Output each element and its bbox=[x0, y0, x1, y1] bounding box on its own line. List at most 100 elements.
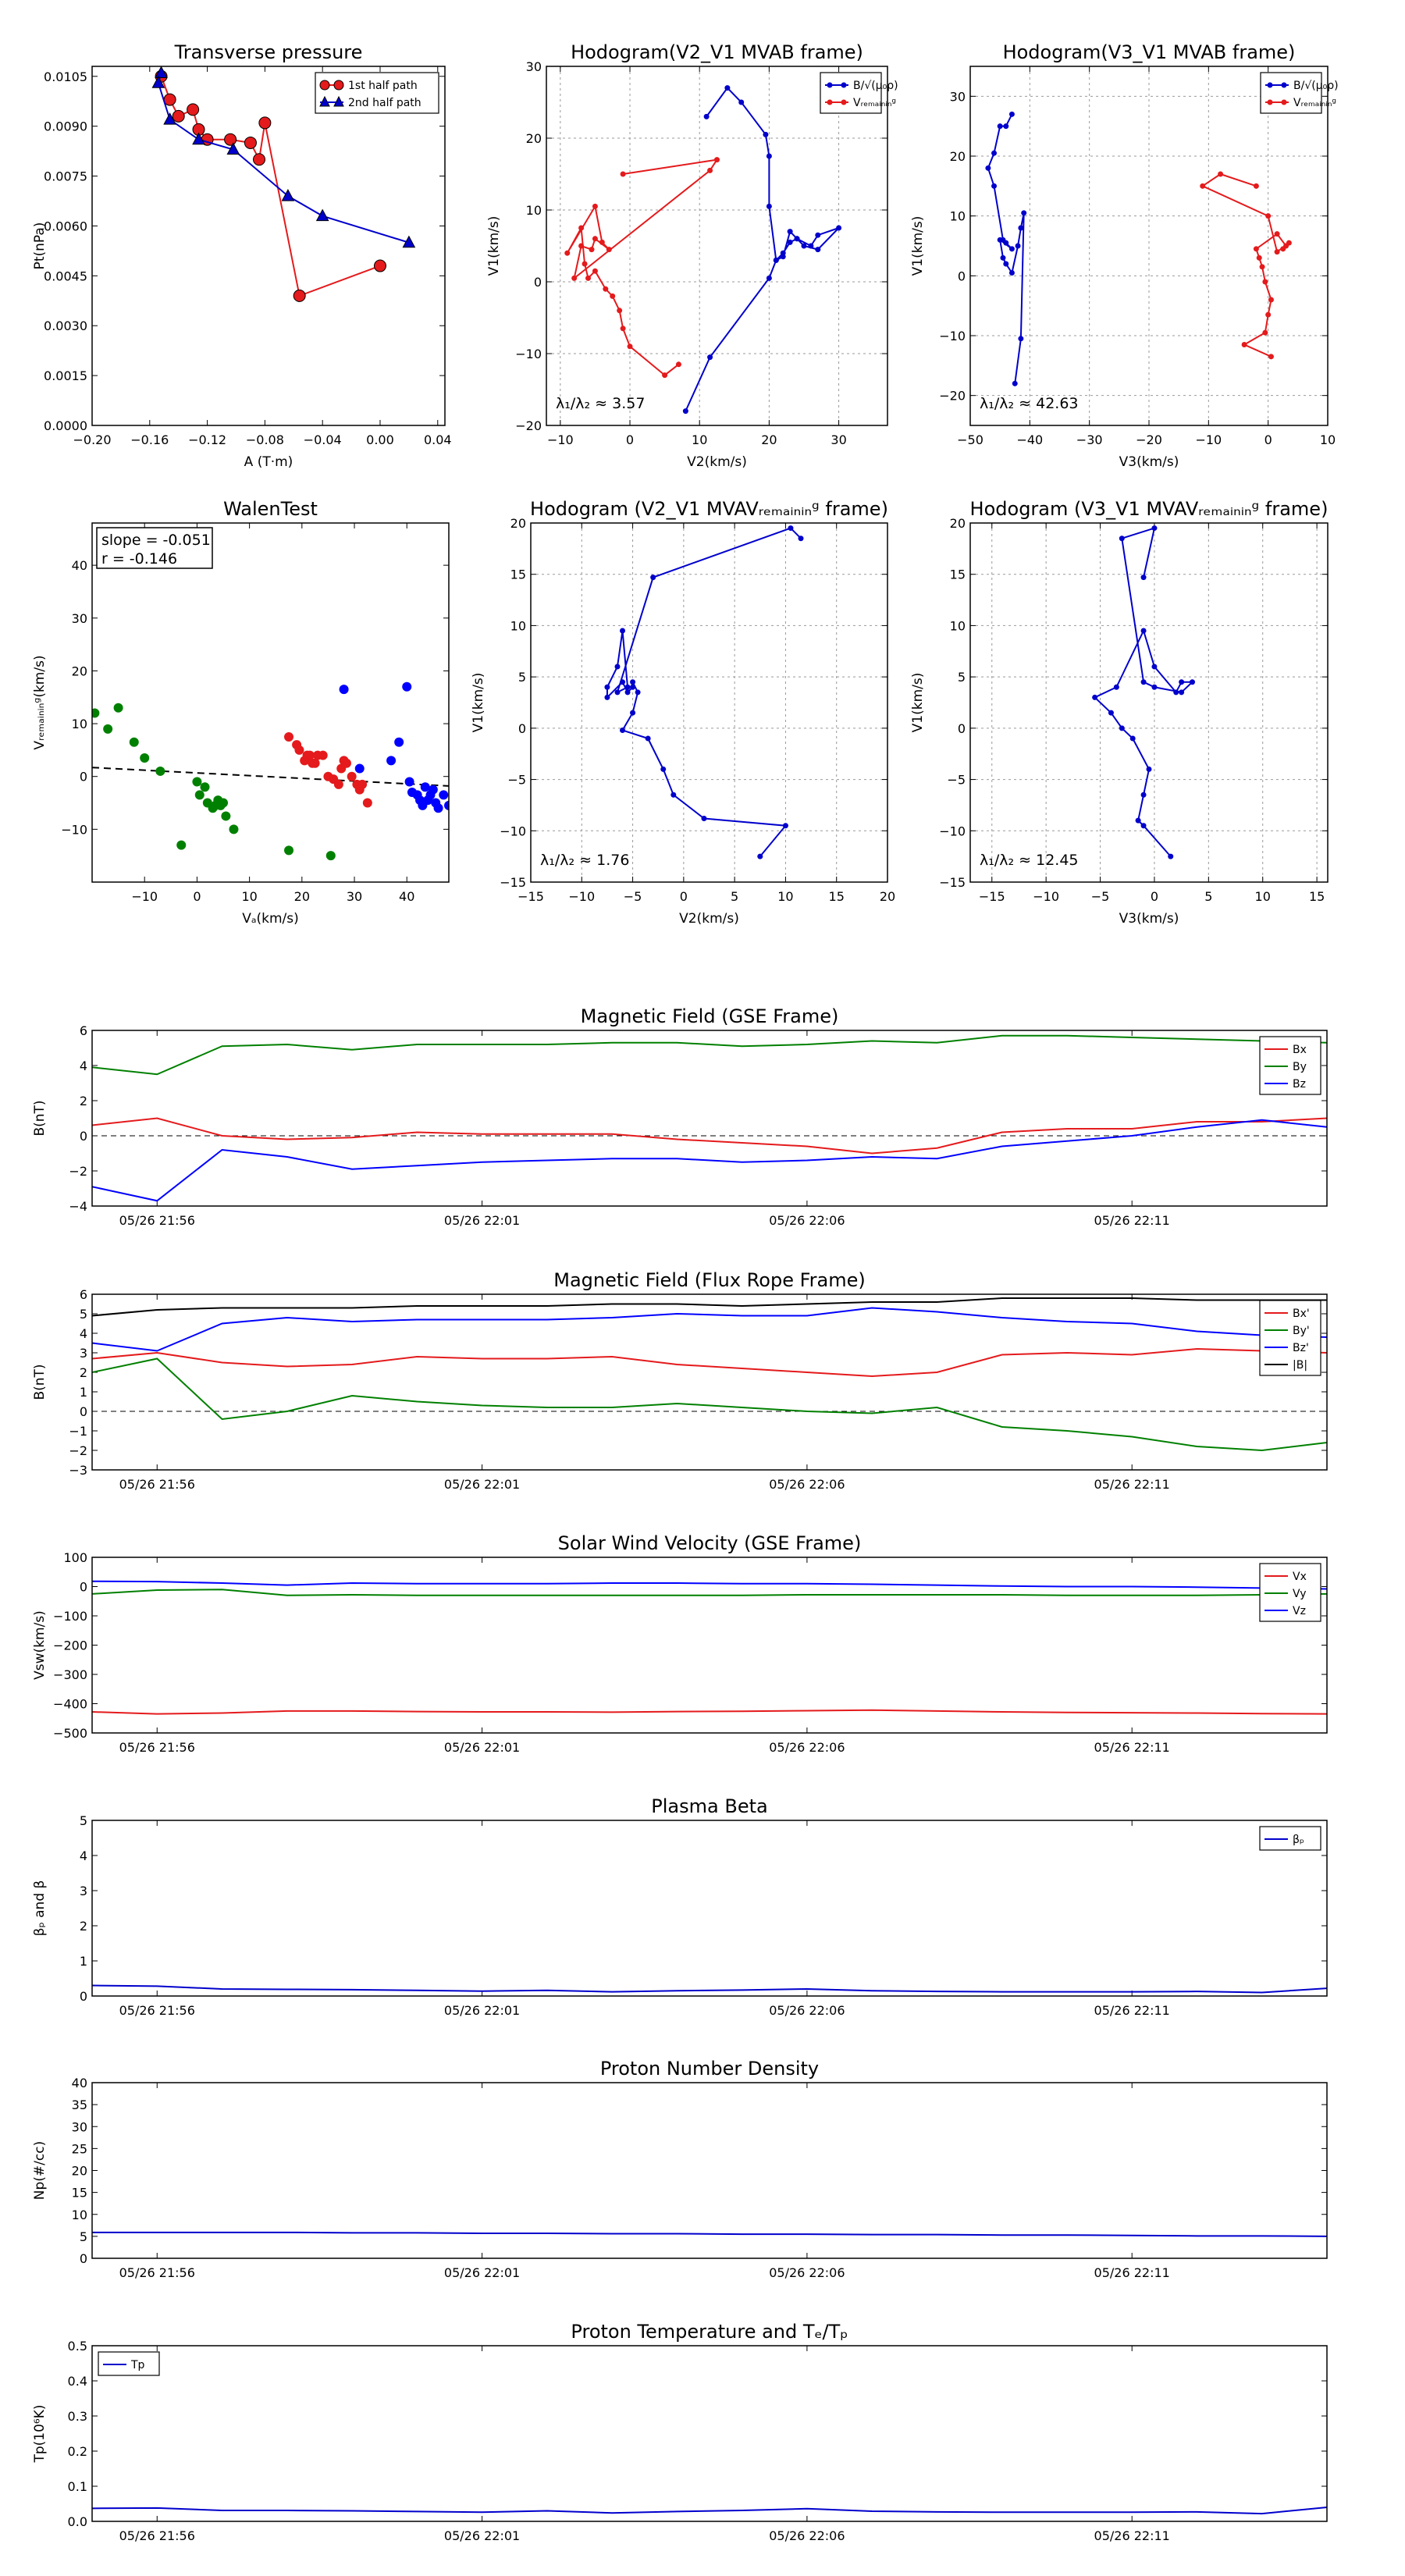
data-point bbox=[592, 268, 598, 274]
x-tick-label: −0.04 bbox=[304, 432, 342, 447]
y-tick-label: 30 bbox=[526, 59, 542, 74]
data-point bbox=[603, 286, 609, 292]
y-tick-label: 0 bbox=[80, 1404, 87, 1419]
series-line-2nd half path bbox=[157, 73, 410, 244]
data-point bbox=[258, 116, 272, 130]
x-tick-label: −0.08 bbox=[246, 432, 284, 447]
data-point bbox=[763, 131, 769, 137]
y-tick-label: 10 bbox=[72, 2208, 87, 2222]
y-axis-label: V1(km/s) bbox=[910, 673, 926, 733]
y-tick-label: 20 bbox=[72, 2164, 87, 2179]
plot-area bbox=[92, 1580, 1327, 1715]
x-tick-label: 05/26 22:11 bbox=[1094, 1740, 1170, 1755]
plot-area bbox=[92, 1297, 1327, 1452]
series-line-Vᵣₑₘₐᵢₙᵢₙᵍ bbox=[1200, 173, 1290, 358]
y-tick-label: 30 bbox=[72, 611, 87, 626]
data-point bbox=[578, 225, 585, 231]
data-point bbox=[341, 758, 351, 768]
data-point bbox=[599, 239, 605, 245]
data-point bbox=[1008, 246, 1015, 252]
data-point bbox=[444, 800, 449, 810]
chart-title: Proton Number Density bbox=[600, 2058, 819, 2080]
x-tick-label: −10 bbox=[547, 432, 574, 447]
x-tick-label: 15 bbox=[1309, 889, 1325, 904]
y-tick-label: −200 bbox=[53, 1638, 87, 1653]
data-point bbox=[1003, 123, 1009, 130]
y-tick-label: 10 bbox=[510, 618, 526, 633]
x-tick-label: 5 bbox=[1204, 889, 1212, 904]
data-point bbox=[682, 408, 688, 415]
y-tick-label: 1 bbox=[80, 1954, 87, 1969]
data-point bbox=[103, 724, 113, 734]
chart-title: Magnetic Field (Flux Rope Frame) bbox=[553, 1269, 865, 1291]
data-point bbox=[675, 361, 681, 368]
data-point bbox=[794, 236, 800, 242]
data-point bbox=[293, 289, 306, 302]
y-tick-label: 6 bbox=[80, 1287, 87, 1302]
data-point bbox=[620, 628, 626, 634]
y-tick-label: 4 bbox=[80, 1326, 87, 1341]
y-tick-label: −500 bbox=[53, 1726, 87, 1741]
chart-panel-p2: −10 0 10 20 30 −20 −10 0 10 20 30 Hodogram(V2_V1 MV… bbox=[486, 41, 898, 470]
x-tick-label: 10 bbox=[1255, 889, 1271, 904]
x-tick-label: −10 bbox=[131, 889, 158, 904]
y-tick-label: −15 bbox=[939, 875, 966, 890]
chart-title: Magnetic Field (GSE Frame) bbox=[581, 1005, 839, 1027]
data-point bbox=[1259, 264, 1265, 270]
plot-area bbox=[564, 85, 842, 415]
chart-title: WalenTest bbox=[223, 498, 318, 520]
legend-marker bbox=[1267, 82, 1273, 88]
axes-frame bbox=[91, 1820, 1328, 1997]
legend-entry: |B| bbox=[1293, 1359, 1307, 1372]
x-tick-label: 20 bbox=[880, 889, 895, 904]
y-tick-label: 10 bbox=[72, 717, 87, 731]
plot-area bbox=[92, 2507, 1327, 2515]
x-tick-label: −0.16 bbox=[130, 432, 169, 447]
data-point bbox=[362, 798, 372, 808]
data-point bbox=[1268, 297, 1274, 303]
y-tick-label: 0.0 bbox=[68, 2514, 87, 2529]
chart-title: Plasma Beta bbox=[651, 1795, 767, 1817]
y-tick-label: 0 bbox=[958, 269, 966, 283]
y-axis-label: Pt(nPa) bbox=[32, 222, 48, 270]
x-tick-label: 05/26 21:56 bbox=[119, 2003, 195, 2018]
chart-title: Hodogram(V2_V1 MVAB frame) bbox=[571, 41, 863, 63]
x-tick-label: 0 bbox=[680, 889, 688, 904]
series-line-B/√(μ₀ρ) bbox=[685, 87, 840, 412]
x-tick-label: 0 bbox=[1264, 432, 1272, 447]
series-line-0 bbox=[606, 527, 802, 857]
data-point bbox=[1262, 329, 1268, 336]
axes-frame bbox=[91, 522, 450, 883]
y-tick-label: 6 bbox=[80, 1023, 87, 1038]
plot-area bbox=[92, 2231, 1327, 2237]
data-point bbox=[1253, 183, 1259, 189]
x-tick-label: 05/26 22:01 bbox=[444, 1477, 520, 1492]
data-point bbox=[564, 250, 571, 256]
x-tick-label: −5 bbox=[1091, 889, 1110, 904]
data-point bbox=[703, 113, 710, 119]
data-point bbox=[394, 737, 404, 747]
data-point bbox=[1151, 664, 1158, 670]
data-point bbox=[589, 247, 595, 253]
x-tick-label: 05/26 22:11 bbox=[1094, 2528, 1170, 2543]
y-tick-label: 5 bbox=[80, 2229, 87, 2244]
x-axis-label: V2(km/s) bbox=[687, 454, 747, 470]
legend-entry: Vy bbox=[1293, 1588, 1307, 1600]
data-point bbox=[1113, 684, 1119, 690]
x-tick-label: −10 bbox=[1195, 432, 1222, 447]
x-tick-label: 30 bbox=[347, 889, 362, 904]
x-tick-label: 05/26 21:56 bbox=[119, 1213, 195, 1228]
y-tick-label: 20 bbox=[72, 664, 87, 678]
data-point bbox=[1092, 694, 1098, 700]
y-tick-label: −15 bbox=[500, 875, 526, 890]
data-point bbox=[192, 777, 202, 787]
y-tick-label: 1 bbox=[80, 1385, 87, 1400]
x-tick-label: 05/26 22:06 bbox=[769, 2528, 845, 2543]
y-tick-label: −2 bbox=[69, 1443, 87, 1458]
x-tick-label: −15 bbox=[518, 889, 544, 904]
y-tick-label: 2 bbox=[80, 1094, 87, 1108]
axes-frame bbox=[530, 522, 888, 883]
data-point bbox=[187, 103, 200, 116]
x-tick-label: −0.12 bbox=[188, 432, 226, 447]
eigenvalue-ratio-annotation: λ₁/λ₂ ≈ 12.45 bbox=[980, 852, 1079, 869]
